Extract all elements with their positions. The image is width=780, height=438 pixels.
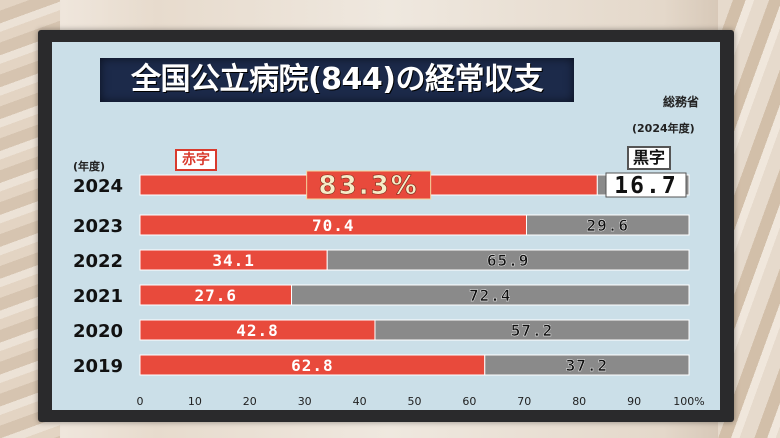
value-label-deficit: 83.3% bbox=[319, 171, 419, 201]
bar-surplus bbox=[291, 284, 690, 306]
year-label: 2020 bbox=[73, 321, 123, 342]
chart-title: 全国公立病院(844)の経常収支 bbox=[130, 62, 544, 97]
x-tick-label: 50 bbox=[408, 395, 422, 408]
x-tick-label: 100% bbox=[673, 395, 704, 408]
value-label-surplus: 37.2 bbox=[566, 356, 609, 375]
title-banner: 全国公立病院(844)の経常収支 bbox=[100, 58, 574, 102]
value-label-deficit: 70.4 bbox=[312, 216, 355, 235]
bar-surplus bbox=[326, 249, 690, 271]
bar-surplus bbox=[374, 319, 690, 341]
legend-deficit: 赤字 bbox=[175, 149, 217, 171]
bar-surplus bbox=[525, 214, 690, 236]
value-label-surplus: 72.4 bbox=[469, 286, 512, 305]
year-label: 2022 bbox=[73, 251, 123, 272]
source-label: 総務省 bbox=[663, 95, 700, 109]
value-label-surplus: 16.7 bbox=[614, 173, 677, 199]
value-label-deficit: 27.6 bbox=[194, 286, 237, 305]
highlight-box bbox=[306, 170, 432, 200]
year-label: 2023 bbox=[73, 216, 123, 237]
value-label-surplus: 29.6 bbox=[586, 216, 629, 235]
bar-surplus bbox=[484, 354, 690, 376]
fiscal-year-note: (2024年度) bbox=[632, 122, 695, 135]
value-label-deficit: 34.1 bbox=[212, 251, 255, 270]
x-tick-label: 70 bbox=[517, 395, 531, 408]
x-tick-label: 40 bbox=[353, 395, 367, 408]
surplus-highlight-box bbox=[605, 172, 687, 198]
year-axis-unit: (年度) bbox=[73, 160, 106, 173]
legend-surplus: 黒字 bbox=[627, 146, 672, 170]
x-tick-label: 30 bbox=[298, 395, 312, 408]
year-label: 2021 bbox=[73, 286, 123, 307]
value-label-surplus: 57.2 bbox=[511, 321, 554, 340]
value-label-deficit: 62.8 bbox=[291, 356, 334, 375]
x-tick-label: 60 bbox=[462, 395, 476, 408]
x-tick-label: 0 bbox=[137, 395, 144, 408]
year-label: 2024 bbox=[73, 176, 123, 197]
year-label: 2019 bbox=[73, 356, 123, 377]
value-label-surplus: 65.9 bbox=[487, 251, 530, 270]
x-tick-label: 90 bbox=[627, 395, 641, 408]
x-tick-label: 20 bbox=[243, 395, 257, 408]
x-tick-label: 80 bbox=[572, 395, 586, 408]
value-label-deficit: 42.8 bbox=[236, 321, 279, 340]
x-tick-label: 10 bbox=[188, 395, 202, 408]
